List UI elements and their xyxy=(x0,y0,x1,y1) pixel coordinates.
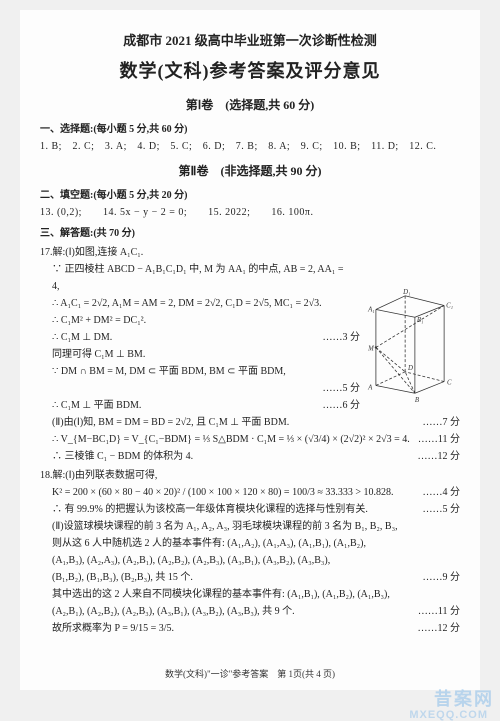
p17-l6: ∵ DM ∩ BM = M, DM ⊂ 平面 BDM, BM ⊂ 平面 BDM, xyxy=(52,366,286,377)
svg-text:A: A xyxy=(367,384,373,391)
header-line2: 数学(文科)参考答案及评分意见 xyxy=(40,56,460,87)
p18-l7: 其中选出的这 2 人来自不同模块化课程的基本事件有: (A₁,B₁), (A₁,… xyxy=(40,586,460,603)
watermark-sub: MXEQQ.COM xyxy=(409,709,488,721)
svg-text:D₁: D₁ xyxy=(402,289,410,296)
p17-l9: ∴ V_{M−BC₁D} = V_{C₁−BDM} = ⅓ S△BDM · C₁… xyxy=(52,434,410,445)
p17-s4: ……3 分 xyxy=(323,329,361,346)
part1-title: 第Ⅰ卷 (选择题,共 60 分) xyxy=(40,95,460,115)
p18-s6: ……9 分 xyxy=(423,569,461,586)
section1-answers: 1. B; 2. C; 3. A; 4. D; 5. C; 6. D; 7. B… xyxy=(40,138,460,155)
p17-l6-row: ∵ DM ∩ BM = M, DM ⊂ 平面 BDM, BM ⊂ 平面 BDM, xyxy=(40,363,362,380)
p18-s9: ……12 分 xyxy=(418,620,461,637)
p18-l2-row: ∴ 有 99.9% 的把握认为该校高一年级体育模块化课程的选择与性别有关. ……… xyxy=(40,501,460,518)
problem-18: 18.解:(Ⅰ)由列联表数据可得, K² = 200 × (60 × 80 − … xyxy=(40,467,460,637)
svg-text:B₁: B₁ xyxy=(417,317,424,324)
p17-s7: ……6 分 xyxy=(323,397,361,414)
section2-answers: 13. (0,2); 14. 5x − y − 2 = 0; 15. 2022;… xyxy=(40,204,460,221)
header-line1: 成都市 2021 级高中毕业班第一次诊断性检测 xyxy=(40,30,460,52)
p18-s2: ……5 分 xyxy=(423,501,461,518)
p18-l6: (B₁,B₂), (B₁,B₃), (B₂,B₃), 共 15 个. xyxy=(52,572,193,583)
p18-l1: K² = 200 × (60 × 80 − 40 × 20)² / (100 ×… xyxy=(52,487,393,498)
p17-s6: ……5 分 xyxy=(323,380,361,397)
p17-l10: ∴ 三棱锥 C₁ − BDM 的体积为 4. xyxy=(52,451,193,462)
p17-l4: ∴ C₁M ⊥ DM. xyxy=(52,332,112,343)
p18-l3: (Ⅱ)设篮球模块课程的前 3 名为 A₁, A₂, A₃, 羽毛球模块课程的前 … xyxy=(40,518,460,535)
prism-figure: D₁ C₁ A₁ B₁ M D C A B xyxy=(363,288,458,403)
section2-label: 二、填空题:(每小题 5 分,共 20 分) xyxy=(40,187,460,204)
svg-text:C: C xyxy=(447,379,452,386)
svg-text:B: B xyxy=(415,397,420,403)
p17-l8-row: (Ⅱ)由(Ⅰ)知, BM = DM = BD = 2√2, 且 C₁M ⊥ 平面… xyxy=(40,414,460,431)
p18-l9-row: 故所求概率为 P = 9/15 = 3/5. ……12 分 xyxy=(40,620,460,637)
p18-s1: ……4 分 xyxy=(423,484,461,501)
p17-l7: ∴ C₁M ⊥ 平面 BDM. xyxy=(52,400,141,411)
p18-l2: ∴ 有 99.9% 的把握认为该校高一年级体育模块化课程的选择与性别有关. xyxy=(52,504,368,515)
p18-l8: (A₂,B₁), (A₂,B₂), (A₂,B₃), (A₃,B₁), (A₃,… xyxy=(52,606,295,617)
svg-text:A₁: A₁ xyxy=(367,306,375,313)
section1-label: 一、选择题:(每小题 5 分,共 60 分) xyxy=(40,121,460,138)
p17-l1: ∵ 正四棱柱 ABCD − A₁B₁C₁D₁ 中, M 为 AA₁ 的中点, A… xyxy=(40,261,352,295)
p17-l10-row: ∴ 三棱锥 C₁ − BDM 的体积为 4. ……12 分 xyxy=(40,448,460,465)
part2-title: 第Ⅱ卷 (非选择题,共 90 分) xyxy=(40,161,460,181)
watermark-main: 昔案网 xyxy=(434,689,494,709)
p17-l2: ∴ A₁C₁ = 2√2, A₁M = AM = 2, DM = 2√2, C₁… xyxy=(40,295,352,312)
svg-text:M: M xyxy=(367,345,374,352)
p17-l9-row: ∴ V_{M−BC₁D} = V_{C₁−BDM} = ⅓ S△BDM · C₁… xyxy=(40,431,460,448)
page: 成都市 2021 级高中毕业班第一次诊断性检测 数学(文科)参考答案及评分意见 … xyxy=(20,10,480,690)
p17-s9: ……11 分 xyxy=(418,431,460,448)
p18-l5: (A₁,B₃), (A₂,A₃), (A₂,B₁), (A₂,B₂), (A₂,… xyxy=(40,552,460,569)
p18-l6-row: (B₁,B₂), (B₁,B₃), (B₂,B₃), 共 15 个. ……9 分 xyxy=(40,569,460,586)
p17-head: 17.解:(Ⅰ)如图,连接 A₁C₁. xyxy=(40,244,460,261)
p18-l8-row: (A₂,B₁), (A₂,B₂), (A₂,B₃), (A₃,B₁), (A₃,… xyxy=(40,603,460,620)
p18-l4: 则从这 6 人中随机选 2 人的基本事件有: (A₁,A₂), (A₁,A₃),… xyxy=(40,535,460,552)
section3-label: 三、解答题:(共 70 分) xyxy=(40,225,460,242)
p18-head: 18.解:(Ⅰ)由列联表数据可得, xyxy=(40,467,460,484)
p18-l9: 故所求概率为 P = 9/15 = 3/5. xyxy=(52,623,174,634)
page-footer: 数学(文科)"一诊"参考答案 第 1页(共 4 页) xyxy=(20,667,480,682)
p18-s8: ……11 分 xyxy=(418,603,460,620)
p17-s10: ……12 分 xyxy=(418,448,461,465)
p18-l1-row: K² = 200 × (60 × 80 − 40 × 20)² / (100 ×… xyxy=(40,484,460,501)
p17-s8: ……7 分 xyxy=(423,414,461,431)
svg-text:D: D xyxy=(407,365,413,372)
svg-text:C₁: C₁ xyxy=(446,302,453,309)
p17-l8: (Ⅱ)由(Ⅰ)知, BM = DM = BD = 2√2, 且 C₁M ⊥ 平面… xyxy=(52,417,289,428)
